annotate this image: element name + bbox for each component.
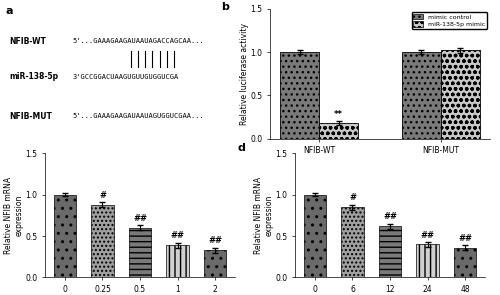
Bar	[128, 228, 152, 277]
Legend: mimic control, miR-138-5p mimic: mimic control, miR-138-5p mimic	[412, 12, 487, 29]
Text: ##: ##	[420, 231, 434, 240]
Text: 3'GCCGGACUAAGUGUUGUGGUCGA: 3'GCCGGACUAAGUGUUGUGGUCGA	[72, 74, 179, 80]
Text: 5'...GAAAGAAGAUAAUAGUGGUCGAA...: 5'...GAAAGAAGAUAAUAGUGGUCGAA...	[72, 113, 204, 119]
Text: NFIB-MUT: NFIB-MUT	[10, 112, 52, 121]
Text: ##: ##	[458, 234, 472, 243]
Y-axis label: Relative NFIB mRNA
expression: Relative NFIB mRNA expression	[254, 177, 274, 254]
Text: ##: ##	[383, 212, 397, 222]
Bar	[402, 52, 441, 139]
Bar	[304, 195, 326, 277]
Bar	[319, 123, 358, 139]
Text: 5'...GAAAGAAGAUAAUAGACCAGCAA...: 5'...GAAAGAAGAUAAUAGACCAGCAA...	[72, 38, 204, 44]
Text: **: **	[334, 110, 343, 119]
Y-axis label: Relative NFIB mRNA
expression: Relative NFIB mRNA expression	[4, 177, 24, 254]
Bar	[204, 250, 227, 277]
Text: ##: ##	[133, 214, 147, 223]
Bar	[416, 244, 439, 277]
Bar	[454, 248, 476, 277]
Bar	[341, 207, 363, 277]
Text: d: d	[238, 143, 246, 153]
Bar	[166, 245, 189, 277]
Text: NFIB-WT: NFIB-WT	[10, 37, 46, 46]
Bar	[441, 50, 480, 139]
Bar	[91, 205, 114, 277]
Text: b: b	[222, 2, 230, 12]
Bar	[378, 226, 402, 277]
Bar	[280, 52, 319, 139]
Text: ##: ##	[208, 236, 222, 245]
Text: #: #	[99, 191, 106, 200]
Text: #: #	[349, 194, 356, 202]
Text: a: a	[5, 6, 12, 16]
Text: miR-138-5p: miR-138-5p	[10, 72, 58, 81]
Bar	[54, 195, 76, 277]
Y-axis label: Relative luciferase activity: Relative luciferase activity	[240, 23, 249, 125]
Text: ##: ##	[170, 232, 184, 240]
